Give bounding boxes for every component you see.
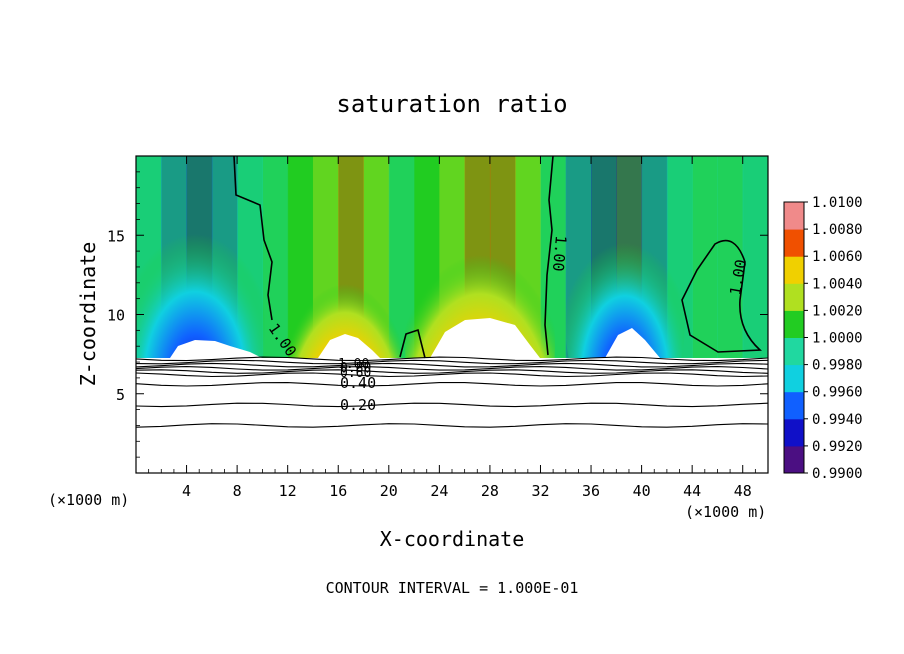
colorbar-swatch [784, 391, 804, 420]
chart-title: saturation ratio [336, 90, 567, 118]
lower-region [136, 358, 768, 473]
colorbar-swatch [784, 229, 804, 257]
colorbar-swatch [784, 256, 804, 284]
contour-label-6: 0.60 [340, 366, 371, 381]
clear-region-right [605, 328, 660, 358]
value-band [742, 156, 768, 358]
contour-line [136, 369, 768, 374]
y-axis-label: Z-coordinate [76, 242, 100, 387]
y-tick-label: 5 [116, 386, 125, 404]
x-tick-label: 16 [329, 482, 347, 500]
contour-label-8: 0.20 [340, 396, 376, 414]
contour-line [136, 366, 768, 371]
colorbar-swatch [784, 364, 804, 393]
contour-line [136, 359, 768, 365]
colorbar-label: 1.0040 [812, 276, 863, 292]
contour-line [136, 402, 768, 408]
colorbar-label: 1.0100 [812, 195, 863, 211]
contour-1.00-b [544, 156, 554, 356]
colorbar-swatch [784, 283, 804, 311]
x-tick-label: 48 [734, 482, 752, 500]
contour-1.00-d [399, 328, 426, 359]
clear-region-left [170, 340, 262, 358]
lower-contours [136, 356, 768, 428]
clear-region-mid2 [430, 318, 540, 358]
colorbar-label: 1.0080 [812, 222, 863, 238]
colorbar-swatch [784, 310, 804, 338]
contour-1.00-c [681, 239, 762, 353]
colorbar-swatch [784, 418, 804, 447]
x-axis: 4 8 12 16 20 24 28 32 36 40 44 48 [148, 156, 756, 500]
x-tick-label: 8 [233, 482, 242, 500]
clear-region-mid1 [318, 334, 380, 358]
contour-1.00-a [233, 156, 273, 321]
colorbar-label: 0.9900 [812, 466, 863, 482]
x-axis-label: X-coordinate [380, 527, 525, 551]
colorbar-label: 1.0000 [812, 331, 863, 347]
x-tick-label: 20 [380, 482, 398, 500]
x-unit-right: (×1000 m) [685, 503, 766, 521]
x-tick-label: 44 [683, 482, 701, 500]
colorbar-label: 1.0060 [812, 249, 863, 265]
x-tick-label: 36 [582, 482, 600, 500]
x-tick-label: 24 [430, 482, 448, 500]
contour-interval-note: CONTOUR INTERVAL = 1.000E-01 [326, 579, 579, 597]
x-tick-label: 28 [481, 482, 499, 500]
colorbar-swatch [784, 202, 804, 230]
contour-label-5: 0.80 [340, 361, 371, 376]
colorbar-label: 0.9960 [812, 385, 863, 401]
contour-label-4: 1.00 [338, 357, 369, 372]
colorbar-label: 0.9940 [812, 412, 863, 428]
contour-line [136, 356, 768, 362]
colorbar: 0.9900 0.9920 0.9940 0.9960 0.9980 1.0000 1.00… [783, 195, 863, 482]
y-tick-label: 15 [107, 227, 125, 245]
x-tick-label: 32 [531, 482, 549, 500]
y-axis: 5 10 15 [107, 171, 768, 458]
y-tick-label: 10 [107, 307, 125, 325]
x-tick-label: 12 [279, 482, 297, 500]
contour-label-3: 1.00 [726, 258, 750, 297]
colorbar-label: 0.9920 [812, 439, 863, 455]
plot-area: 1.00 1.00 1.00 1.00 0.80 0.60 0.40 0.20 [136, 156, 768, 473]
contour-line [136, 362, 768, 368]
x-unit-left: (×1000 m) [48, 491, 129, 509]
colorbar-swatch [784, 337, 804, 366]
colorbar-label: 0.9980 [812, 358, 863, 374]
colorbar-label: 1.0020 [812, 303, 863, 319]
value-band [717, 156, 744, 358]
contour-line [136, 382, 768, 387]
contour-label-7: 0.40 [340, 374, 376, 392]
contour-label-2: 1.00 [549, 235, 570, 273]
contour-line [136, 423, 768, 428]
colorbar-swatch [784, 445, 804, 474]
value-band [262, 156, 289, 358]
x-tick-label: 40 [633, 482, 651, 500]
contour-line [136, 372, 768, 378]
x-tick-label: 4 [182, 482, 191, 500]
